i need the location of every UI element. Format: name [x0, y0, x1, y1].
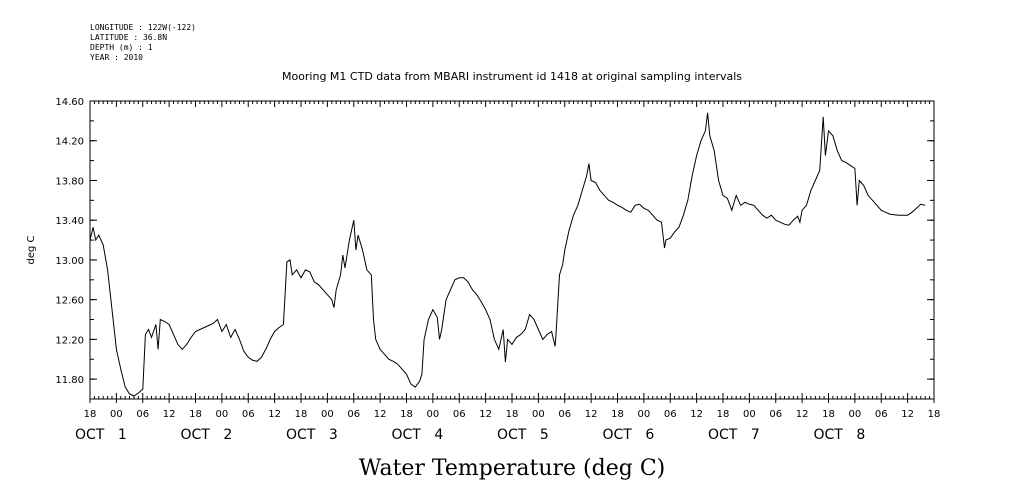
day-label-month: OCT — [286, 427, 316, 443]
day-label-oct-8: OCT 8 — [814, 427, 866, 443]
y-axis: 11.80 12.20 12.60 13.00 13.40 13.80 14.20 14.60 — [55, 97, 934, 400]
x-hour-label: 06 — [347, 409, 360, 420]
x-hour-label: 00 — [427, 409, 440, 420]
y-tick-label: 13.80 — [55, 176, 84, 187]
x-hour-label: 12 — [163, 409, 176, 420]
x-hour-label: 00 — [216, 409, 229, 420]
x-hour-label: 18 — [928, 409, 941, 420]
y-tick-label: 13.00 — [55, 256, 84, 267]
x-hour-label: 18 — [717, 409, 730, 420]
day-label-oct-4: OCT 4 — [392, 427, 444, 443]
x-hour-label: 00 — [321, 409, 334, 420]
day-label-day: 4 — [434, 427, 443, 443]
day-label-day: 3 — [329, 427, 338, 443]
metadata-depth: DEPTH (m) : 1 — [90, 43, 153, 52]
y-tick-label: 14.20 — [55, 137, 84, 148]
x-hour-label: 18 — [611, 409, 624, 420]
day-label-day: 8 — [856, 427, 865, 443]
day-label-oct-1: OCT 1 — [75, 427, 127, 443]
day-label-oct-2: OCT 2 — [181, 427, 233, 443]
x-hour-label: 12 — [479, 409, 492, 420]
day-label-month: OCT — [75, 427, 105, 443]
x-hour-label: 00 — [849, 409, 862, 420]
x-hour-label: 00 — [110, 409, 123, 420]
day-label-month: OCT — [497, 427, 527, 443]
y-axis-label: deg C — [26, 235, 37, 264]
chart-title: Mooring M1 CTD data from MBARI instrumen… — [282, 70, 742, 83]
x-hour-label: 12 — [585, 409, 598, 420]
x-hour-label: 06 — [875, 409, 888, 420]
minor-tick-group — [89, 101, 935, 399]
y-tick-label: 14.60 — [55, 97, 84, 108]
x-hour-label: 06 — [769, 409, 782, 420]
x-hour-label: 12 — [690, 409, 703, 420]
metadata-year: YEAR : 2010 — [90, 53, 143, 62]
x-hour-label: 12 — [268, 409, 281, 420]
x-hour-label: 00 — [532, 409, 545, 420]
day-label-day: 5 — [540, 427, 549, 443]
day-label-oct-6: OCT 6 — [603, 427, 655, 443]
day-label-month: OCT — [392, 427, 422, 443]
day-label-month: OCT — [814, 427, 844, 443]
day-label-month: OCT — [603, 427, 633, 443]
x-hour-label: 00 — [743, 409, 756, 420]
day-label-oct-7: OCT 7 — [708, 427, 760, 443]
x-hour-label: 18 — [506, 409, 519, 420]
x-hour-label: 18 — [400, 409, 413, 420]
metadata-block: LONGITUDE : 122W(-122) LATITUDE : 36.8N … — [90, 23, 196, 62]
x-hour-label: 06 — [453, 409, 466, 420]
x-hour-label: 00 — [638, 409, 651, 420]
y-tick-label: 11.80 — [55, 375, 84, 386]
plot-frame — [89, 100, 935, 400]
metadata-longitude: LONGITUDE : 122W(-122) — [90, 23, 196, 32]
x-hour-label: 06 — [664, 409, 677, 420]
series-line-water-temperature — [89, 112, 926, 397]
x-hour-label: 12 — [901, 409, 914, 420]
x-hour-label: 18 — [84, 409, 97, 420]
day-label-day: 1 — [118, 427, 127, 443]
day-label-day: 2 — [223, 427, 232, 443]
day-label-month: OCT — [708, 427, 738, 443]
x-hour-label: 18 — [295, 409, 308, 420]
x-hour-label: 12 — [796, 409, 809, 420]
y-tick-label: 12.20 — [55, 335, 84, 346]
x-hour-label: 06 — [242, 409, 255, 420]
x-axis: 18 00 06 12 18 00 06 12 18 00 06 12 18 00 06 12 18 00 06 12… — [75, 399, 940, 443]
day-label-day: 6 — [645, 427, 654, 443]
day-label-oct-3: OCT 3 — [286, 427, 338, 443]
day-label-day: 7 — [751, 427, 760, 443]
y-tick-label: 13.40 — [55, 216, 84, 227]
x-hour-label: 12 — [374, 409, 387, 420]
x-hour-label: 06 — [136, 409, 149, 420]
y-tick-label: 12.60 — [55, 296, 84, 307]
day-label-oct-5: OCT 5 — [497, 427, 549, 443]
x-axis-label: Water Temperature (deg C) — [359, 456, 666, 481]
x-hour-label: 18 — [189, 409, 202, 420]
x-hour-label: 18 — [822, 409, 835, 420]
x-hour-label: 06 — [558, 409, 571, 420]
day-label-month: OCT — [181, 427, 211, 443]
metadata-latitude: LATITUDE : 36.8N — [90, 33, 167, 42]
